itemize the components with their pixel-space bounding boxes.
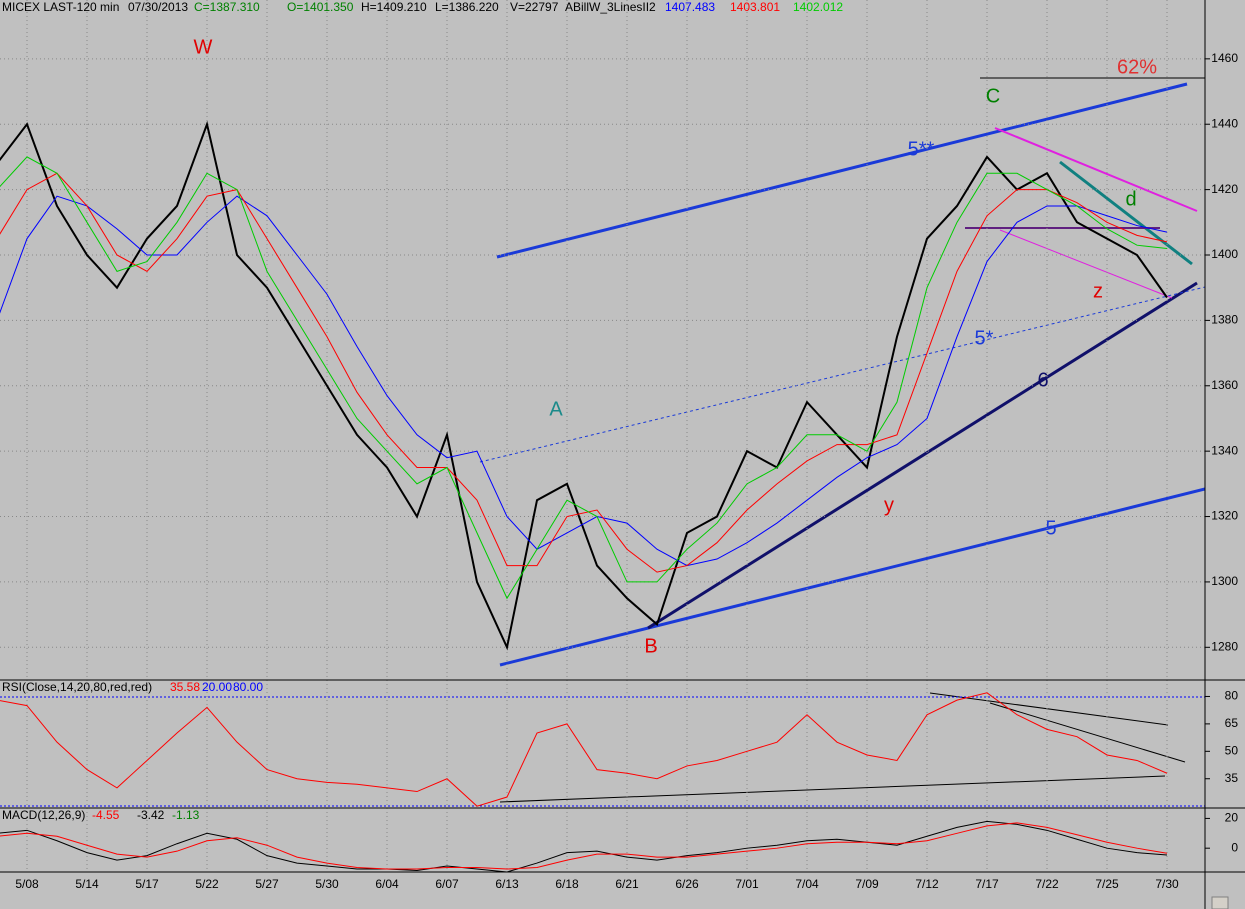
header-text: MICEX LAST-120 min xyxy=(2,0,119,14)
series-line xyxy=(0,156,1168,600)
x-tick-label: 5/30 xyxy=(315,877,339,891)
y-tick-label: 1360 xyxy=(1211,378,1238,392)
series-line xyxy=(0,692,1168,807)
y-tick-label: 80 xyxy=(1225,689,1239,703)
x-tick-label: 6/13 xyxy=(495,877,519,891)
x-tick-label: 6/26 xyxy=(675,877,699,891)
x-tick-label: 7/12 xyxy=(915,877,939,891)
x-tick-label: 5/27 xyxy=(255,877,279,891)
trend-line xyxy=(989,702,1186,763)
header-text: RSI(Close,14,20,80,red,red) xyxy=(2,680,152,694)
annotation: 62% xyxy=(1117,56,1157,78)
header-text: 20.00 xyxy=(202,680,232,694)
annotation: W xyxy=(194,36,213,58)
annotation: y xyxy=(884,494,894,516)
trend-line xyxy=(647,281,1198,630)
y-tick-label: 1400 xyxy=(1211,247,1238,261)
trend-line xyxy=(479,286,1205,463)
header-text: V=22797 xyxy=(510,0,559,14)
annotation: A xyxy=(549,398,563,420)
trend-line xyxy=(1059,160,1193,266)
annotation: d xyxy=(1125,188,1136,210)
y-tick-label: 0 xyxy=(1231,840,1238,854)
header-text: ABillW_3LinesII2 xyxy=(565,0,656,14)
x-tick-label: 6/04 xyxy=(375,877,399,891)
y-tick-label: 1320 xyxy=(1211,509,1238,523)
plot-area xyxy=(0,0,1205,872)
scroll-button[interactable] xyxy=(1211,896,1229,909)
annotation: 5* xyxy=(975,327,994,349)
x-tick-label: 7/30 xyxy=(1155,877,1179,891)
x-tick-label: 7/22 xyxy=(1035,877,1059,891)
annotation: B xyxy=(644,635,657,657)
y-tick-label: 20 xyxy=(1225,811,1239,825)
x-tick-label: 7/04 xyxy=(795,877,819,891)
header-text: -4.55 xyxy=(92,808,120,822)
y-tick-label: 65 xyxy=(1225,716,1239,730)
series-line xyxy=(0,195,1168,567)
header-text: -1.13 xyxy=(172,808,200,822)
header-text: L=1386.220 xyxy=(435,0,499,14)
x-tick-label: 6/07 xyxy=(435,877,459,891)
header-text: 1407.483 xyxy=(665,0,715,14)
annotation: 6 xyxy=(1037,369,1048,391)
trend-line xyxy=(994,127,1198,212)
header-text: 07/30/2013 xyxy=(128,0,188,14)
y-tick-label: 35 xyxy=(1225,771,1239,785)
x-tick-label: 6/21 xyxy=(615,877,639,891)
x-tick-label: 7/17 xyxy=(975,877,999,891)
trend-line xyxy=(499,775,1166,803)
header-text: MACD(12,26,9) xyxy=(2,808,85,822)
y-tick-label: 1300 xyxy=(1211,574,1238,588)
trend-line xyxy=(496,82,1188,259)
x-tick-label: 5/22 xyxy=(195,877,219,891)
y-tick-label: 1440 xyxy=(1211,116,1238,130)
annotation: 5 xyxy=(1045,517,1056,539)
x-tick-label: 7/25 xyxy=(1095,877,1119,891)
y-tick-label: 1280 xyxy=(1211,639,1238,653)
header-text: 80.00 xyxy=(233,680,263,694)
header-text: 35.58 xyxy=(170,680,200,694)
annotation: 5** xyxy=(908,138,935,160)
series-line xyxy=(0,820,1168,872)
header-text: H=1409.210 xyxy=(361,0,427,14)
x-tick-label: 7/09 xyxy=(855,877,879,891)
trend-line xyxy=(999,229,1173,299)
header-text: 1402.012 xyxy=(793,0,843,14)
y-tick-label: 1420 xyxy=(1211,182,1238,196)
header-text: C=1387.310 xyxy=(194,0,260,14)
x-tick-label: 5/08 xyxy=(15,877,39,891)
header-text: O=1401.350 xyxy=(287,0,354,14)
annotation: z xyxy=(1093,280,1103,302)
y-tick-label: 1340 xyxy=(1211,443,1238,457)
y-tick-label: 1380 xyxy=(1211,313,1238,327)
x-tick-label: 7/01 xyxy=(735,877,759,891)
header-text: 1403.801 xyxy=(730,0,780,14)
series-line xyxy=(0,822,1168,870)
series-line xyxy=(0,172,1168,573)
annotation: C xyxy=(986,85,1000,107)
y-tick-label: 1460 xyxy=(1211,51,1238,65)
header-text: -3.42 xyxy=(137,808,165,822)
trend-line xyxy=(499,487,1205,667)
trend-line xyxy=(929,692,1169,726)
x-tick-label: 5/14 xyxy=(75,877,99,891)
y-tick-label: 50 xyxy=(1225,743,1239,757)
x-tick-label: 6/18 xyxy=(555,877,579,891)
x-tick-label: 5/17 xyxy=(135,877,159,891)
